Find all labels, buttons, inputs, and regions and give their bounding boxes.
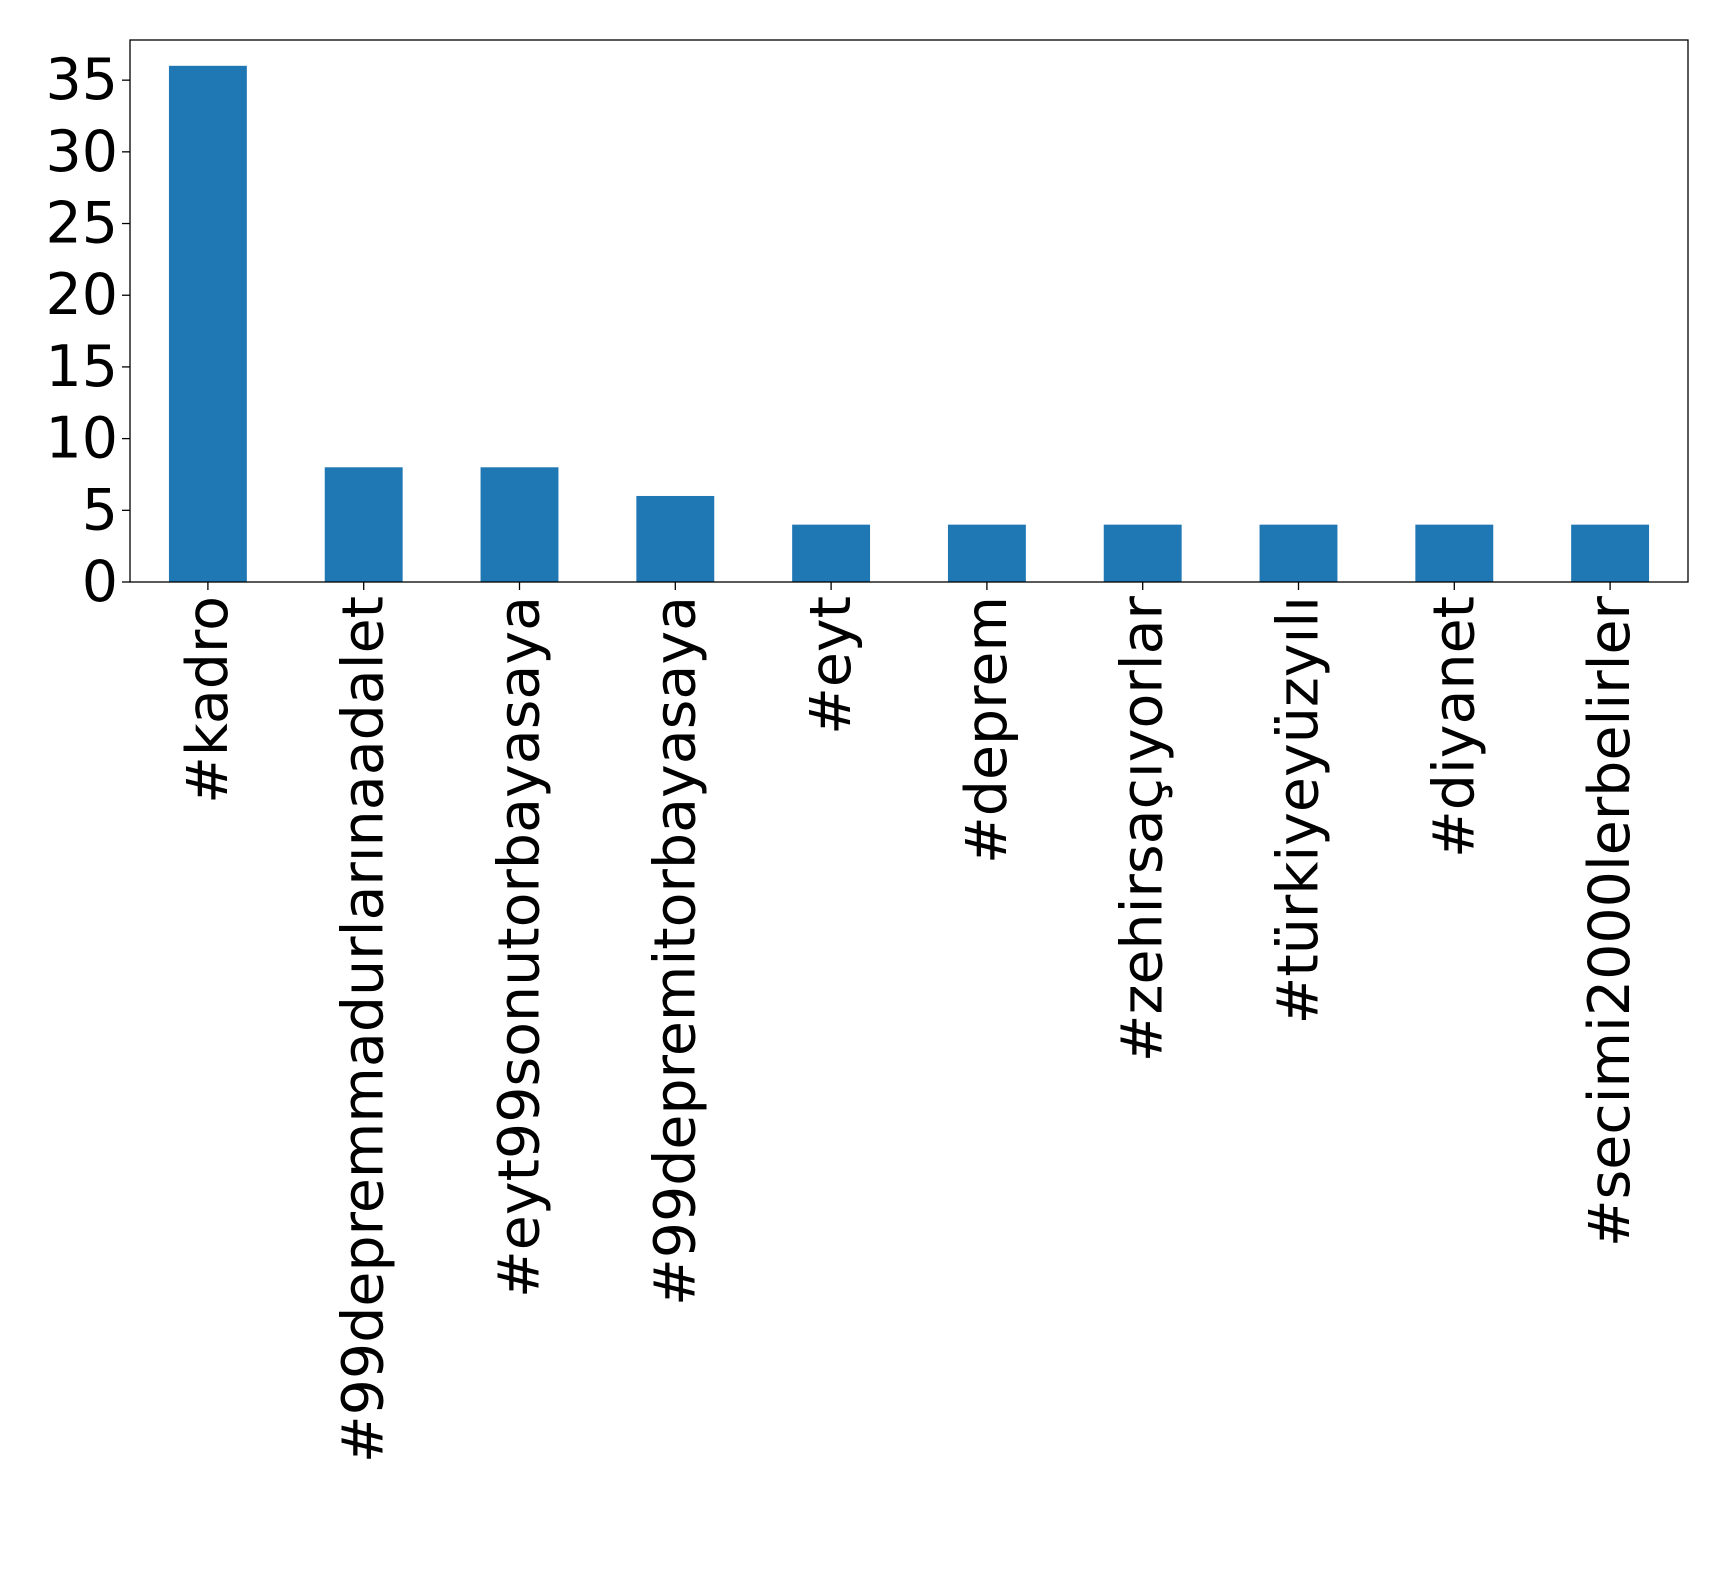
x-tick-label-3: #99depremitorbayasaya bbox=[642, 596, 708, 1306]
bar-6 bbox=[1103, 524, 1182, 582]
y-tick-label-6: 30 bbox=[45, 119, 118, 185]
bar-9 bbox=[1571, 524, 1650, 582]
x-tick-label-1: #99depremmadurlarınaadalet bbox=[331, 596, 397, 1463]
bar-5 bbox=[947, 524, 1026, 582]
bar-3 bbox=[636, 495, 715, 582]
x-tick-label-6: #zehirsaçıyorlar bbox=[1110, 595, 1176, 1062]
y-tick-label-2: 10 bbox=[45, 406, 118, 472]
axes-layer bbox=[129, 39, 1689, 583]
x-tick-label-4: #eyt bbox=[798, 596, 864, 735]
x-tick-label-8: #diyanet bbox=[1421, 596, 1487, 858]
plot-frame bbox=[129, 39, 1689, 583]
x-tick-label-2: #eyt99sonutorbayasaya bbox=[487, 596, 553, 1298]
y-tick-label-0: 0 bbox=[82, 549, 118, 615]
bars-layer bbox=[168, 65, 1650, 582]
bar-8 bbox=[1415, 524, 1494, 582]
bar-2 bbox=[480, 467, 559, 582]
x-tick-label-5: #deprem bbox=[954, 596, 1020, 864]
bar-0 bbox=[168, 65, 247, 582]
y-tick-label-1: 5 bbox=[82, 477, 118, 543]
y-tick-label-5: 25 bbox=[45, 191, 118, 257]
y-tick-label-3: 15 bbox=[45, 334, 118, 400]
y-tick-label-7: 35 bbox=[45, 47, 118, 113]
bar-1 bbox=[324, 467, 403, 582]
x-tick-label-9: #secimi2000lerbelirler bbox=[1577, 595, 1643, 1247]
x-tick-label-7: #türkiyeyüzyılı bbox=[1266, 596, 1332, 1024]
x-tick-label-0: #kadro bbox=[175, 596, 241, 804]
bar-7 bbox=[1259, 524, 1338, 582]
bar-4 bbox=[792, 524, 871, 582]
y-tick-label-4: 20 bbox=[45, 262, 118, 328]
